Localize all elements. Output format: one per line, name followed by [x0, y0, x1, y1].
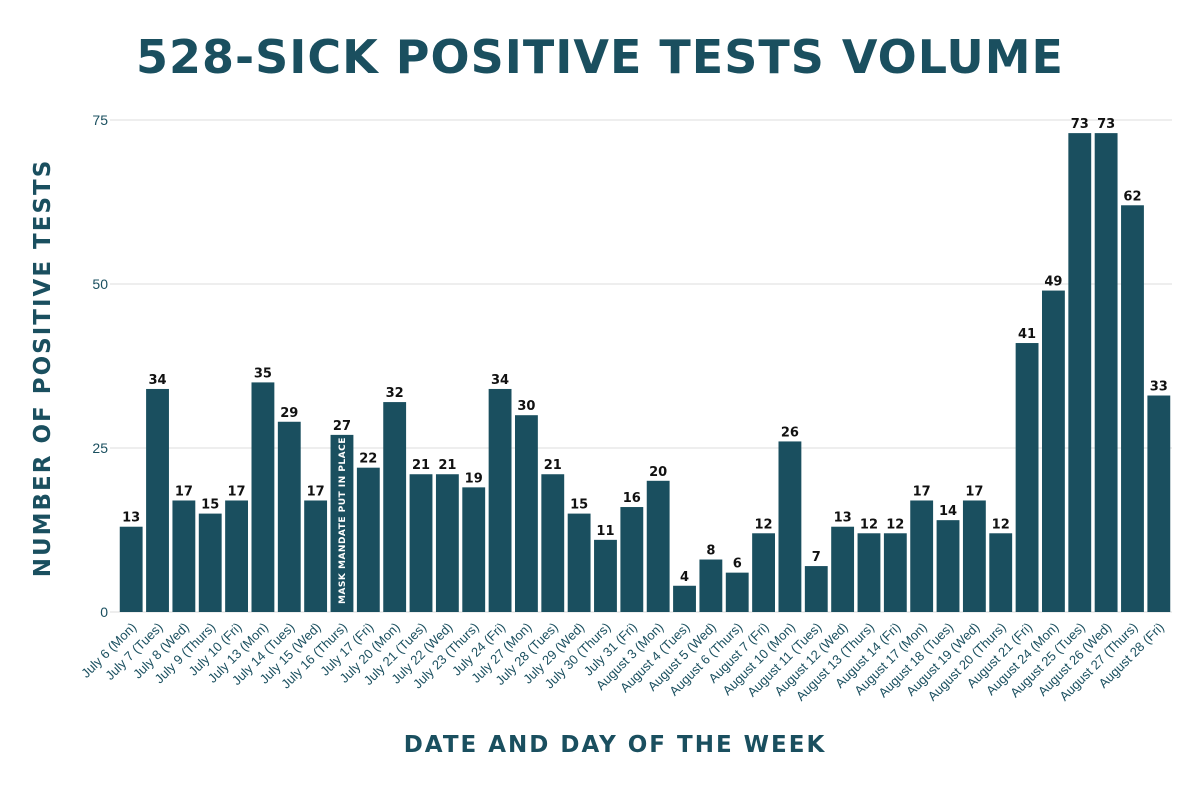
- y-tick-label: 75: [92, 112, 108, 128]
- bar: [989, 533, 1013, 612]
- bar: [198, 513, 222, 612]
- bar: [752, 533, 775, 612]
- bar: [383, 402, 407, 612]
- bar: [857, 533, 881, 612]
- bar: [1094, 133, 1118, 612]
- data-label: 21: [544, 458, 562, 473]
- bar: [1147, 395, 1171, 612]
- data-label: 11: [596, 524, 614, 539]
- bar: [356, 467, 380, 612]
- bar: [304, 500, 328, 612]
- bar: [541, 474, 565, 612]
- data-label: 16: [623, 491, 641, 506]
- bar: [119, 526, 143, 612]
- data-label: 35: [254, 366, 272, 381]
- data-label: 12: [860, 517, 878, 532]
- bar: [673, 585, 696, 612]
- data-label: 17: [913, 484, 931, 499]
- data-labels: 13 34 17 15 17 35 29 17 27 22 32 21 21 19 34 30 21 15 11 16…: [122, 117, 1168, 585]
- bar: [1068, 133, 1092, 612]
- data-label: 8: [706, 544, 715, 559]
- data-label: 34: [491, 373, 509, 388]
- bar: [725, 572, 749, 612]
- annotation-mask-mandate: MASK MANDATE PUT IN PLACE: [338, 437, 348, 604]
- bar: [1015, 343, 1039, 612]
- bar: [435, 474, 459, 612]
- data-label: 33: [1150, 380, 1168, 395]
- x-axis-ticks: July 6 (Mon)July 7 (Tues)July 8 (Wed)Jul…: [78, 620, 1167, 704]
- bar: [1121, 205, 1144, 612]
- data-label: 22: [359, 452, 377, 467]
- data-label: 15: [570, 498, 588, 513]
- bar: [409, 474, 433, 612]
- bar: [831, 526, 855, 612]
- y-tick-label: 50: [92, 276, 108, 292]
- bar: [146, 388, 169, 612]
- bar: [277, 421, 301, 612]
- data-label: 17: [175, 484, 193, 499]
- data-label: 41: [1018, 327, 1036, 342]
- y-axis-ticks: 0 25 50 75: [92, 112, 108, 620]
- bar: [251, 382, 275, 612]
- data-label: 17: [965, 484, 983, 499]
- bar: [1042, 290, 1065, 612]
- data-label: 26: [781, 425, 799, 440]
- data-label: 20: [649, 465, 667, 480]
- bar: [936, 520, 960, 612]
- data-label: 14: [939, 504, 957, 519]
- bar: [594, 539, 617, 612]
- bar: [567, 513, 591, 612]
- data-label: 30: [517, 399, 535, 414]
- data-label: 12: [886, 517, 904, 532]
- annotations: MASK MANDATE PUT IN PLACE: [338, 437, 348, 604]
- bars: [119, 133, 1171, 612]
- data-label: 49: [1044, 275, 1062, 290]
- data-label: 6: [733, 557, 742, 572]
- x-axis-title: DATE AND DAY OF THE WEEK: [404, 732, 827, 758]
- data-label: 34: [148, 373, 166, 388]
- data-label: 21: [438, 458, 456, 473]
- y-tick-label: 25: [92, 440, 108, 456]
- bar: [225, 500, 248, 612]
- data-label: 32: [386, 386, 404, 401]
- bar: [515, 415, 538, 612]
- data-label: 4: [680, 570, 689, 585]
- data-label: 13: [122, 511, 140, 526]
- bar: [620, 507, 644, 612]
- bar: [646, 480, 670, 612]
- bar: [910, 500, 934, 612]
- bar: [804, 566, 828, 612]
- data-label: 19: [465, 471, 483, 486]
- data-label: 29: [280, 406, 298, 421]
- bar: [462, 487, 486, 612]
- data-label: 73: [1097, 117, 1115, 132]
- data-label: 21: [412, 458, 430, 473]
- data-label: 62: [1123, 189, 1141, 204]
- data-label: 13: [834, 511, 852, 526]
- bar: [883, 533, 907, 612]
- data-label: 73: [1071, 117, 1089, 132]
- bar: [699, 559, 723, 612]
- data-label: 17: [307, 484, 325, 499]
- bar: [488, 388, 512, 612]
- bar: [330, 434, 354, 612]
- y-axis-title: NUMBER OF POSITIVE TESTS: [30, 159, 56, 578]
- data-label: 12: [992, 517, 1010, 532]
- data-label: 12: [755, 517, 773, 532]
- data-label: 7: [812, 550, 821, 565]
- bar: [172, 500, 196, 612]
- bar: [962, 500, 986, 612]
- data-label: 17: [228, 484, 246, 499]
- bar: [778, 441, 802, 612]
- data-label: 15: [201, 498, 219, 513]
- y-tick-label: 0: [100, 604, 108, 620]
- data-label: 27: [333, 419, 351, 434]
- chart-title: 528-SICK POSITIVE TESTS VOLUME: [136, 30, 1064, 84]
